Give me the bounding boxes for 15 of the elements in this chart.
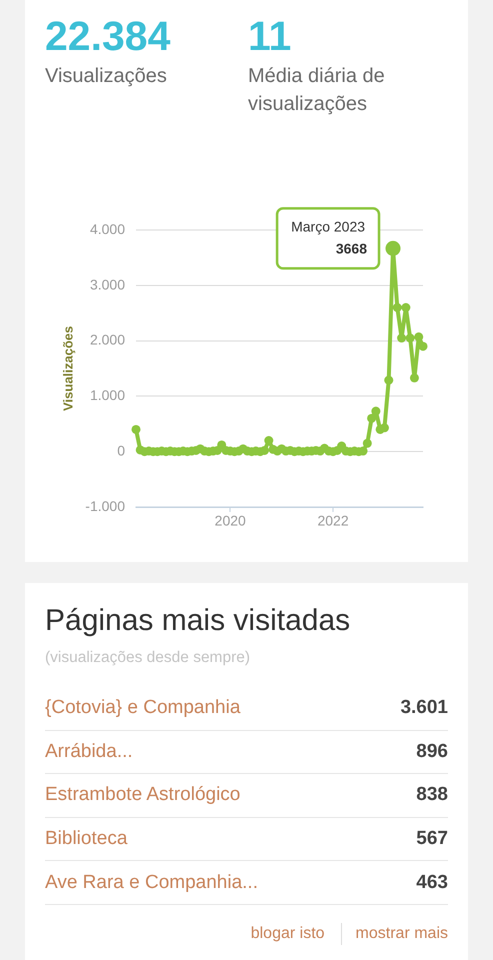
y-tick-label: 0 <box>117 442 126 458</box>
x-tick-label: 2022 <box>317 512 349 528</box>
y-tick-label: 3.000 <box>90 276 126 292</box>
y-tick-label: 2.000 <box>90 332 126 348</box>
x-tick-label: 2020 <box>214 512 246 528</box>
text: Visualizações <box>45 64 167 89</box>
annotation: Março 2023 <box>291 218 366 234</box>
text: 11 <box>248 13 292 59</box>
y-tick-label: 1.000 <box>90 387 126 404</box>
text: 22.384 <box>45 13 170 59</box>
data-label: 3668 <box>336 240 368 256</box>
y-tick-label: -1.000 <box>85 498 126 514</box>
y-tick-label: 4.000 <box>90 220 126 237</box>
text: Média diária de visualizações <box>248 64 386 117</box>
y-axis-title: Visualizações <box>60 326 76 412</box>
